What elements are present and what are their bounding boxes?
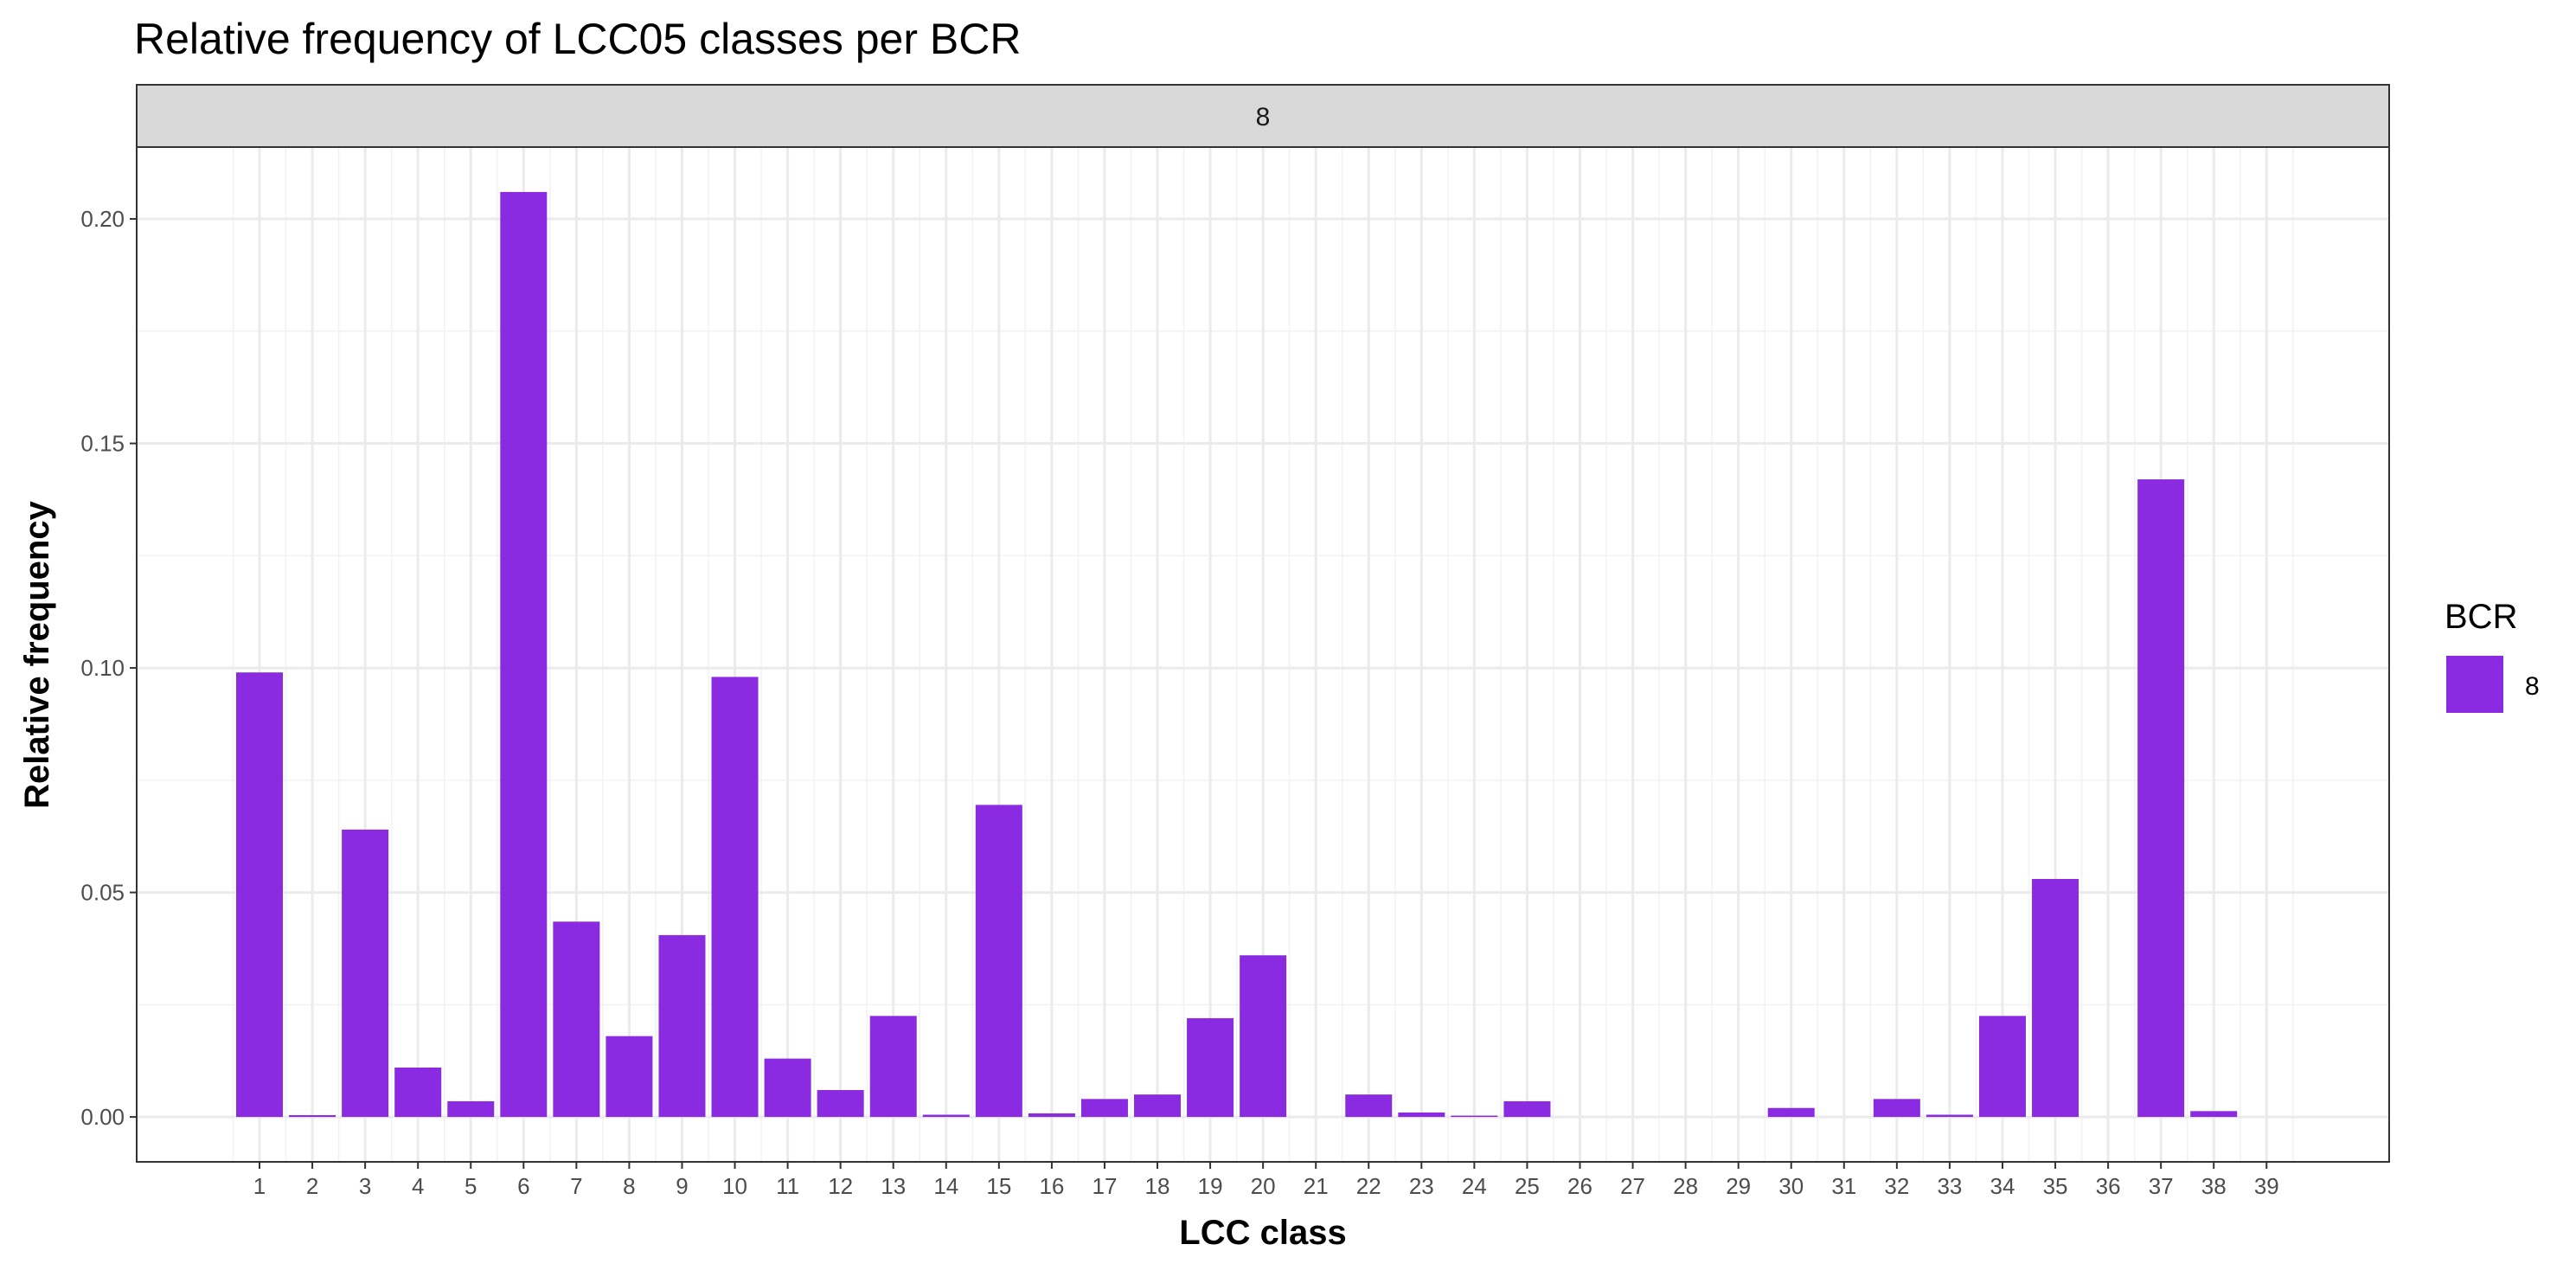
bar [2032,879,2079,1118]
x-tick-label: 20 [1251,1173,1276,1199]
y-tick-label: 0.05 [80,880,125,906]
x-tick-label: 4 [412,1173,424,1199]
bar [1345,1094,1393,1118]
x-axis-ticks: 1 2 3 4 5 6 7 8 9 10 11 12 13 14 15 16 17 18 19 20 21 22 23 24 2… [253,1162,2279,1199]
bar [342,829,389,1118]
bar [289,1115,336,1118]
bar [1767,1107,1815,1118]
x-tick-label: 7 [570,1173,582,1199]
x-tick-label: 24 [1462,1173,1487,1199]
legend-key [2446,656,2503,713]
x-tick-label: 25 [1515,1173,1540,1199]
x-tick-label: 27 [1620,1173,1645,1199]
bar [1451,1115,1498,1118]
x-tick-label: 8 [623,1173,635,1199]
x-tick-label: 19 [1198,1173,1223,1199]
x-tick-label: 22 [1356,1173,1381,1199]
x-tick-label: 14 [933,1173,958,1199]
x-tick-label: 29 [1726,1173,1751,1199]
x-tick-label: 3 [359,1173,371,1199]
x-tick-label: 38 [2201,1173,2227,1199]
x-tick-label: 16 [1039,1173,1064,1199]
x-tick-label: 5 [465,1173,477,1199]
x-tick-label: 10 [722,1173,747,1199]
bar [922,1114,970,1118]
x-tick-label: 30 [1778,1173,1804,1199]
bars [236,191,2238,1118]
x-tick-label: 23 [1409,1173,1434,1199]
x-tick-label: 9 [676,1173,688,1199]
bar [394,1068,442,1118]
bar [1080,1099,1128,1118]
x-tick-label: 13 [881,1173,906,1199]
x-tick-label: 28 [1673,1173,1698,1199]
x-tick-label: 12 [828,1173,853,1199]
y-axis-ticks: 0.00 0.05 0.10 0.15 0.20 [80,206,137,1130]
x-tick-label: 26 [1567,1173,1592,1199]
y-tick-label: 0.00 [80,1104,125,1130]
bar [764,1058,811,1118]
bar [236,672,283,1118]
y-tick-label: 0.10 [80,655,125,681]
x-tick-label: 1 [253,1173,266,1199]
bar [2190,1111,2238,1118]
chart-title: Relative frequency of LCC05 classes per … [134,15,1021,63]
x-tick-label: 37 [2149,1173,2174,1199]
facet-strip-label: 8 [1256,103,1271,131]
bar [500,191,548,1118]
bar [711,677,759,1118]
facet-strip [136,84,2390,148]
x-tick-label: 32 [1884,1173,1909,1199]
x-tick-label: 34 [1990,1173,2015,1199]
bar [817,1089,864,1118]
y-tick-label: 0.20 [80,206,125,232]
x-tick-label: 2 [306,1173,318,1199]
x-tick-label: 6 [517,1173,529,1199]
x-axis-title: LCC class [1179,1214,1346,1252]
bar [1398,1112,1445,1118]
bar [975,805,1022,1118]
bar [1187,1017,1234,1118]
bar [1028,1113,1075,1118]
x-tick-label: 35 [2043,1173,2068,1199]
x-tick-label: 11 [776,1173,799,1199]
legend: BCR 8 [2445,598,2540,713]
bar [2137,479,2185,1118]
bar [869,1016,917,1118]
x-tick-label: 15 [986,1173,1011,1199]
x-tick-label: 18 [1145,1173,1170,1199]
x-tick-label: 33 [1937,1173,1962,1199]
bar [606,1036,653,1118]
bar [1978,1016,2026,1118]
legend-title: BCR [2445,598,2517,636]
legend-label: 8 [2525,672,2540,701]
bar [658,934,706,1118]
bar [1873,1099,1920,1118]
x-tick-label: 36 [2096,1173,2121,1199]
bar [553,921,600,1118]
bar [1240,955,1287,1118]
x-tick-label: 39 [2254,1173,2279,1199]
x-tick-label: 17 [1092,1173,1117,1199]
y-tick-label: 0.15 [80,431,125,457]
y-axis-title: Relative frequency [18,500,56,808]
x-tick-label: 21 [1304,1173,1329,1199]
x-tick-label: 31 [1831,1173,1856,1199]
bar [1134,1094,1182,1118]
grid-lines [137,147,2389,1162]
bar [447,1100,495,1118]
bar [1926,1114,1973,1118]
bar [1503,1100,1551,1118]
